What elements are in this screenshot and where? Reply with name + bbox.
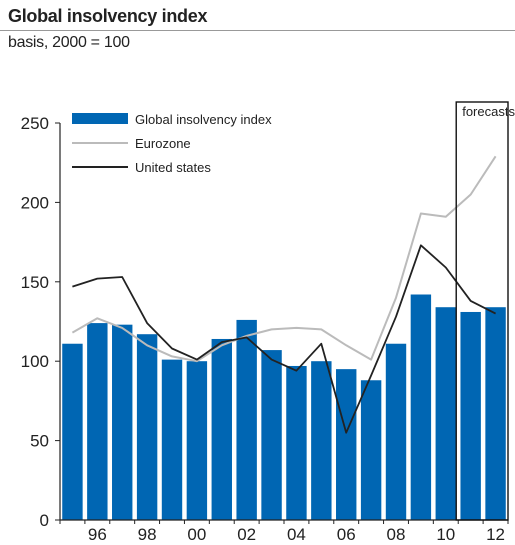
- x-tick-label-04: 04: [287, 525, 306, 544]
- bar-03: [261, 350, 282, 520]
- title-divider: [0, 30, 515, 31]
- bar-04: [286, 365, 307, 520]
- forecast-label: forecasts: [462, 104, 515, 119]
- bar-98: [136, 334, 158, 520]
- line-united-states: [72, 244, 497, 434]
- bar-01: [211, 338, 232, 520]
- y-tick-label-200: 200: [21, 193, 49, 212]
- bar-12: [485, 307, 506, 520]
- x-tick-label-98: 98: [138, 525, 157, 544]
- bar-00: [186, 361, 208, 520]
- y-tick-label-150: 150: [21, 273, 49, 292]
- bar-05: [311, 361, 332, 520]
- x-tick-label-96: 96: [88, 525, 107, 544]
- legend-swatch-bar: [72, 113, 128, 124]
- y-tick-label-50: 50: [30, 432, 49, 451]
- bar-06: [336, 369, 357, 520]
- bar-07: [360, 380, 382, 520]
- legend-label-global-insolvency-index: Global insolvency index: [135, 112, 272, 127]
- y-tick-label-0: 0: [40, 511, 49, 530]
- bar-11: [460, 311, 481, 520]
- x-tick-label-02: 02: [237, 525, 256, 544]
- line-eurozone: [71, 155, 497, 363]
- forecast-box: [455, 101, 509, 521]
- bar-10: [435, 307, 456, 520]
- x-tick-label-12: 12: [486, 525, 505, 544]
- legend-label-eurozone: Eurozone: [135, 136, 191, 151]
- bar-08: [385, 343, 407, 520]
- x-tick-label-06: 06: [337, 525, 356, 544]
- bar-02: [236, 319, 257, 520]
- bar-95: [62, 343, 83, 520]
- x-tick-label-10: 10: [436, 525, 455, 544]
- chart-subtitle: basis, 2000 = 100: [8, 34, 130, 51]
- y-tick-label-250: 250: [21, 114, 49, 133]
- y-tick-label-100: 100: [21, 352, 49, 371]
- legend-label-united-states: United states: [135, 160, 211, 175]
- bar-96: [87, 323, 108, 520]
- bar-99: [161, 359, 183, 520]
- chart-title: Global insolvency index: [8, 6, 208, 26]
- x-tick-label-08: 08: [387, 525, 406, 544]
- bar-09: [410, 294, 432, 520]
- x-tick-label-00: 00: [187, 525, 206, 544]
- bar-97: [112, 324, 133, 520]
